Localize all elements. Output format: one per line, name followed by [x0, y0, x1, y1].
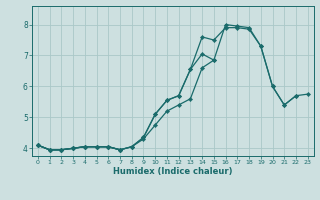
X-axis label: Humidex (Indice chaleur): Humidex (Indice chaleur): [113, 167, 233, 176]
